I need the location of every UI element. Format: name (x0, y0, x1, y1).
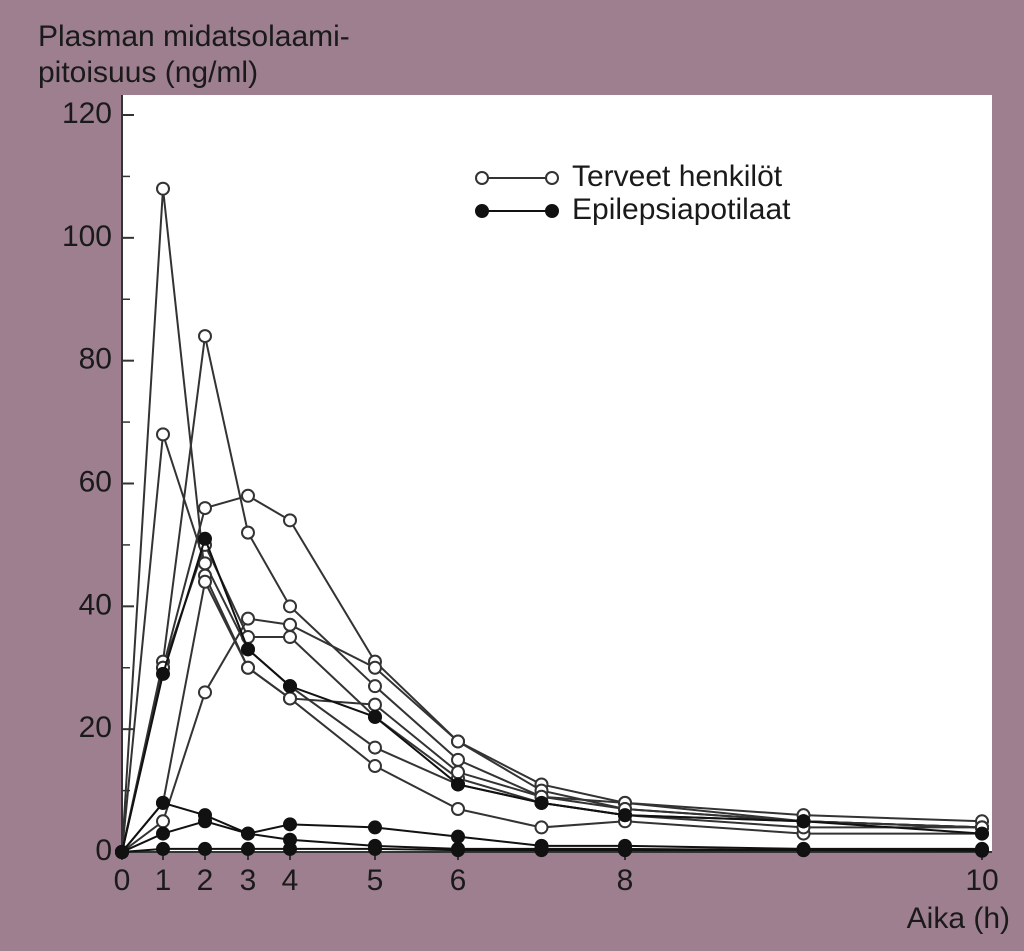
data-point (283, 513, 297, 528)
x-tick-label: 6 (450, 864, 467, 897)
data-point (241, 488, 255, 503)
data-point (283, 691, 297, 706)
data-point (156, 841, 170, 856)
data-point (368, 679, 382, 694)
data-point (156, 814, 170, 829)
data-point (368, 697, 382, 712)
data-point (198, 531, 212, 546)
data-point (796, 814, 811, 829)
data-point (534, 795, 549, 810)
data-point (451, 777, 465, 792)
data-point (534, 820, 549, 835)
data-point (198, 685, 212, 700)
data-point (198, 556, 212, 571)
legend-label: Terveet henkilöt (572, 160, 783, 193)
data-point (241, 841, 255, 856)
legend-marker (545, 171, 559, 185)
data-point (156, 826, 170, 841)
data-point (796, 843, 811, 858)
data-point (618, 808, 632, 823)
legend-marker (475, 171, 489, 185)
data-point (198, 501, 212, 516)
data-point (241, 660, 255, 675)
data-point (368, 660, 382, 675)
x-tick-label: 5 (367, 864, 384, 897)
data-point (156, 427, 170, 442)
data-point (451, 765, 465, 780)
data-point (198, 329, 212, 344)
x-tick-label: 3 (240, 864, 257, 897)
data-point (241, 611, 255, 626)
data-point (283, 679, 297, 694)
y-tick-label: 0 (95, 834, 112, 867)
data-point (283, 630, 297, 645)
data-point (618, 843, 632, 858)
y-tick-label: 120 (62, 97, 112, 130)
data-point (451, 752, 465, 767)
data-point (534, 843, 549, 858)
data-point (283, 817, 297, 832)
y-tick-label: 80 (79, 343, 112, 376)
plot-area (122, 95, 992, 852)
data-point (198, 841, 212, 856)
data-point (283, 617, 297, 632)
x-tick-label: 8 (617, 864, 634, 897)
legend-marker (475, 204, 489, 218)
y-axis-label: Plasman midatsolaami- (38, 20, 350, 53)
x-tick-label: 2 (197, 864, 214, 897)
data-point (975, 843, 989, 858)
y-tick-label: 100 (62, 220, 112, 253)
data-point (283, 841, 297, 856)
data-point (368, 759, 382, 774)
data-point (241, 826, 255, 841)
y-tick-label: 40 (79, 588, 112, 621)
data-point (368, 709, 382, 724)
data-point (198, 574, 212, 589)
data-point (451, 734, 465, 749)
data-point (368, 740, 382, 755)
legend-marker (545, 204, 559, 218)
data-point (451, 843, 465, 858)
legend-label: Epilepsiapotilaat (572, 193, 791, 226)
data-point (241, 525, 255, 540)
data-point (115, 845, 129, 859)
data-point (283, 599, 297, 614)
x-axis-label: Aika (h) (907, 902, 1010, 935)
x-tick-label: 10 (965, 864, 998, 897)
y-tick-label: 60 (79, 465, 112, 498)
data-point (975, 826, 989, 841)
data-point (368, 841, 382, 856)
data-point (156, 795, 170, 810)
data-point (156, 666, 170, 681)
data-point (368, 820, 382, 835)
data-point (198, 814, 212, 829)
x-tick-label: 4 (282, 864, 299, 897)
x-tick-label: 1 (155, 864, 172, 897)
y-axis-label: pitoisuus (ng/ml) (38, 56, 258, 89)
data-point (451, 802, 465, 817)
data-point (241, 642, 255, 657)
data-point (156, 181, 170, 196)
data-point (451, 829, 465, 844)
x-tick-label: 0 (114, 864, 131, 897)
y-tick-label: 20 (79, 711, 112, 744)
